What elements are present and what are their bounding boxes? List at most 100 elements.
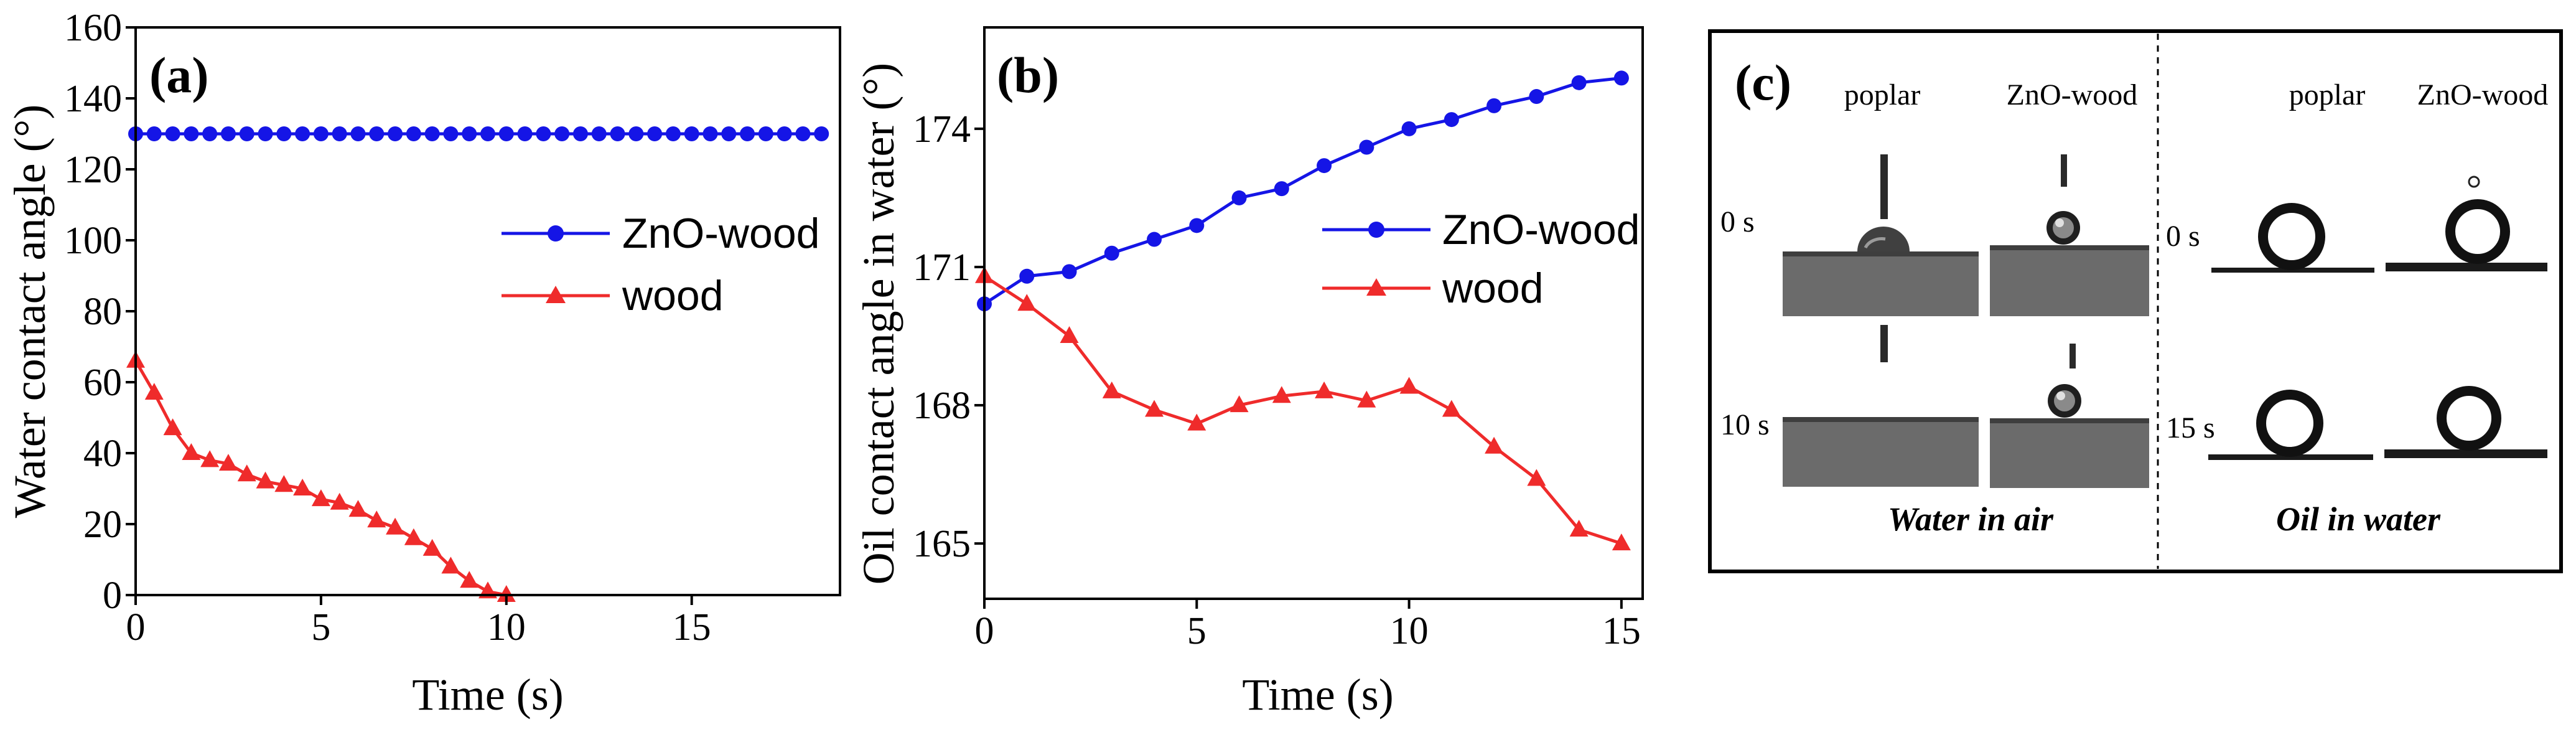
panel-b-legend-label-wood: wood: [1442, 265, 1544, 312]
panel-b-point-wood: [1569, 519, 1589, 537]
panel-b-y-axis-title: Oil contact angle in water (°): [854, 63, 903, 584]
panel-b-point-znO: [1231, 190, 1247, 205]
panel-a-legend-label-wood: wood: [622, 272, 724, 319]
panel-a-point-wood: [163, 418, 182, 436]
panel-b-point-wood: [1017, 294, 1037, 311]
panel-b-point-znO: [1317, 158, 1332, 174]
panel-b-point-znO: [1613, 70, 1629, 86]
panel-b-point-wood: [1527, 469, 1546, 486]
panel-b-point-wood: [1442, 400, 1461, 417]
panel-a-point-znO: [536, 126, 551, 141]
photo-water-znO-10s: [1990, 344, 2149, 488]
panel-a-point-wood: [497, 585, 516, 602]
panel-a-label: (a): [149, 47, 209, 103]
panel-c-row-10s-left: 10 s: [1720, 408, 1770, 441]
panel-a-point-wood: [348, 500, 368, 517]
panel-b-x-axis-title: Time (s): [1242, 670, 1393, 720]
panel-b-y-tick-label: 171: [913, 246, 971, 289]
panel-a-point-znO: [684, 126, 699, 141]
panel-a-point-znO: [443, 126, 459, 141]
panel-a-point-znO: [480, 126, 495, 141]
panel-a-point-znO: [350, 126, 366, 141]
panel-a-point-znO: [758, 126, 773, 141]
panel-b-y-tick-label: 168: [913, 385, 971, 427]
panel-b-point-znO: [1189, 218, 1205, 233]
panel-b-x-tick-label: 0: [975, 610, 994, 652]
panel-a-point-znO: [332, 126, 347, 141]
panel-b-plot-frame: [983, 26, 1644, 600]
panel-b-legend-marker-wood: [1366, 278, 1386, 296]
panel-a-point-znO: [591, 126, 607, 141]
panel-a-y-tick-label: 60: [83, 362, 122, 404]
panel-b-line-wood: [983, 274, 1622, 545]
panel-b-point-wood: [1187, 413, 1206, 431]
panel-c-photo-grid: (c) poplar ZnO-wood 0 s 10 s: [1708, 29, 2563, 573]
panel-a-point-znO: [572, 126, 588, 141]
panel-a-y-tick-label: 80: [83, 291, 122, 333]
panel-a-point-wood: [200, 450, 220, 467]
panel-b-point-wood: [1485, 436, 1504, 454]
panel-a-point-znO: [702, 126, 718, 141]
panel-b-point-wood: [1399, 377, 1419, 394]
panel-b-point-znO: [1019, 268, 1035, 284]
panel-c-col-poplar-right: poplar: [2289, 78, 2366, 111]
photo-oil-poplar-0s: [2211, 203, 2374, 273]
panel-a-point-znO: [424, 126, 440, 141]
photo-oil-znO-15s: [2384, 386, 2547, 458]
panel-a-y-tick-label: 160: [64, 7, 122, 49]
photo-oil-poplar-15s: [2208, 390, 2373, 460]
panel-b-point-znO: [1062, 264, 1077, 279]
panel-b-point-znO: [1529, 89, 1544, 105]
panel-a-point-znO: [462, 126, 477, 141]
panel-a-point-znO: [313, 126, 329, 141]
panel-b-point-znO: [1401, 121, 1417, 136]
panel-a-point-znO: [202, 126, 218, 141]
panel-a-point-znO: [721, 126, 737, 141]
panel-b-point-wood: [1102, 381, 1121, 398]
panel-a-point-wood: [274, 475, 294, 492]
panel-a-point-znO: [740, 126, 755, 141]
panel-a-y-tick-label: 0: [103, 575, 122, 617]
panel-c-label: (c): [1735, 54, 1791, 111]
photo-water-poplar-10s: [1783, 325, 1979, 487]
panel-a-x-tick-label: 0: [126, 606, 146, 649]
panel-a-point-znO: [610, 126, 625, 141]
panel-b-x-tick-label: 10: [1390, 610, 1429, 652]
panel-c-col-znO-left: ZnO-wood: [2007, 78, 2138, 111]
panel-a-y-tick-label: 120: [64, 149, 122, 191]
panel-a-point-znO: [554, 126, 570, 141]
panel-a-point-wood: [330, 492, 349, 510]
panel-a-point-wood: [311, 489, 330, 507]
panel-a-legend-label-znO: ZnO-wood: [622, 210, 819, 257]
panel-b-legend: ZnO-wood wood: [1322, 206, 1640, 312]
panel-a-point-znO: [276, 126, 292, 141]
panel-a-point-znO: [777, 126, 792, 141]
panel-a-point-wood: [386, 517, 405, 535]
panel-a-point-znO: [165, 126, 180, 141]
panel-b-y-tick-label: 174: [913, 108, 971, 151]
panel-c-caption-water-in-air: Water in air: [1888, 500, 2054, 538]
panel-a-point-znO: [795, 126, 811, 141]
panel-a-y-axis-title: Water contact angle (°): [5, 105, 55, 518]
panel-b-point-wood: [1612, 533, 1631, 551]
panel-b-point-znO: [1444, 112, 1459, 128]
panel-a-legend-marker-wood: [546, 286, 566, 303]
panel-a-x-tick-label: 5: [311, 606, 330, 649]
panel-c-row-0s-right: 0 s: [2166, 220, 2200, 253]
panel-a-point-znO: [258, 126, 273, 141]
panel-a-point-wood: [237, 464, 256, 482]
panel-a-point-znO: [369, 126, 385, 141]
panel-a-y-tick-label: 100: [64, 220, 122, 262]
panel-b-label: (b): [997, 47, 1059, 103]
panel-a-point-znO: [498, 126, 514, 141]
panel-a-x-tick-label: 15: [673, 606, 711, 649]
panel-a-point-wood: [441, 556, 460, 574]
panel-a-point-wood: [218, 454, 238, 471]
panel-a-point-wood: [367, 510, 386, 528]
panel-b-legend-label-znO: ZnO-wood: [1442, 206, 1640, 253]
panel-b-point-znO: [1571, 75, 1587, 90]
panel-a-point-wood: [460, 571, 479, 588]
panel-a-y-tick-label: 140: [64, 78, 122, 120]
panel-b-point-wood: [1357, 390, 1376, 408]
panel-c-col-znO-right: ZnO-wood: [2417, 78, 2549, 111]
